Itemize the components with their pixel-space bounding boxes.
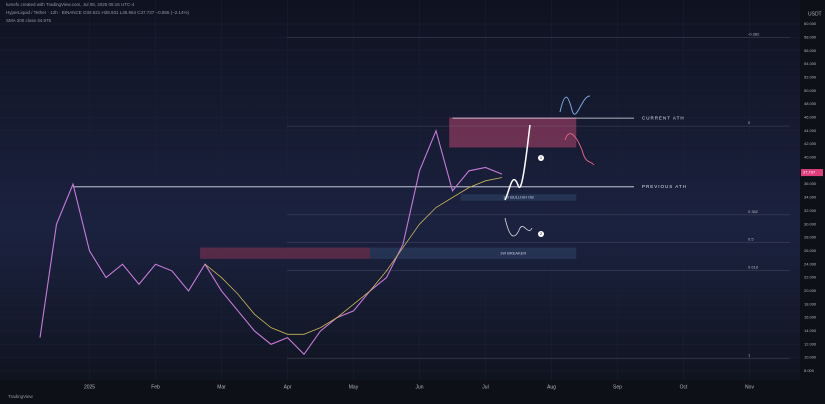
y-tick-label: 16.000 bbox=[804, 315, 817, 320]
y-tick-label: 30.000 bbox=[804, 221, 817, 226]
y-tick-label: 28.000 bbox=[804, 235, 817, 240]
y-tick-label: 58.000 bbox=[804, 34, 817, 39]
marker bbox=[538, 155, 544, 161]
fib-label: 0.382 bbox=[748, 209, 759, 214]
y-tick-label: 20.000 bbox=[804, 288, 817, 293]
indicator: SMA 200 close 34.975 bbox=[6, 18, 52, 23]
y-tick-label: 40.000 bbox=[804, 155, 817, 160]
logo: TradingView bbox=[8, 394, 34, 399]
zone-label: 1W BULLISH OB bbox=[503, 195, 534, 200]
ath-label: PREVIOUS ATH bbox=[642, 184, 687, 189]
x-tick-label: Feb bbox=[151, 384, 160, 390]
y-tick-label: 54.000 bbox=[804, 61, 817, 66]
y-tick-label: 60.000 bbox=[804, 21, 817, 26]
plot-bg bbox=[0, 0, 800, 380]
y-tick-label: 42.000 bbox=[804, 141, 817, 146]
y-tick-label: 56.000 bbox=[804, 48, 817, 53]
x-tick-label: Apr bbox=[284, 384, 292, 390]
x-tick-label: Nov bbox=[745, 384, 754, 390]
x-tick-label: Jun bbox=[415, 384, 423, 390]
fib-label: -0.382 bbox=[748, 31, 760, 36]
y-tick-label: 22.000 bbox=[804, 275, 817, 280]
axis-bg bbox=[0, 380, 825, 404]
x-tick-label: Aug bbox=[547, 384, 556, 390]
projection bbox=[504, 217, 533, 237]
zone bbox=[370, 247, 577, 259]
ath-label: CURRENT ATH bbox=[642, 115, 685, 120]
zone-label: 1W BREAKER bbox=[500, 250, 526, 255]
y-tick-label: 24.000 bbox=[804, 261, 817, 266]
y-tick-label: 12.000 bbox=[804, 341, 817, 346]
unit: USDT bbox=[808, 11, 822, 17]
series-line bbox=[39, 129, 503, 356]
price-label: 37.737 bbox=[803, 170, 816, 175]
x-tick-label: Mar bbox=[217, 384, 226, 390]
fib-label: 0.5 bbox=[748, 236, 754, 241]
marker bbox=[538, 231, 544, 237]
y-tick-label: 26.000 bbox=[804, 248, 817, 253]
series-line bbox=[204, 177, 503, 335]
fib-label: 0 bbox=[748, 120, 751, 125]
credit: lumefx created with TradingView.com, Jul… bbox=[6, 2, 135, 7]
y-tick-label: 52.000 bbox=[804, 74, 817, 79]
y-tick-label: 32.000 bbox=[804, 208, 817, 213]
price-tag bbox=[801, 169, 823, 177]
marker-label: 2 bbox=[540, 231, 543, 236]
projection bbox=[564, 133, 595, 166]
y-tick-label: 48.000 bbox=[804, 101, 817, 106]
x-tick-label: Oct bbox=[680, 384, 688, 390]
fib-label: 1 bbox=[748, 352, 751, 357]
y-tick-label: 44.000 bbox=[804, 128, 817, 133]
zone bbox=[449, 117, 577, 148]
projection bbox=[504, 124, 531, 201]
y-tick-label: 34.000 bbox=[804, 195, 817, 200]
axis-bg bbox=[800, 0, 825, 404]
x-tick-label: May bbox=[349, 384, 359, 390]
x-tick-label: 2025 bbox=[84, 384, 95, 390]
marker-label: 1 bbox=[540, 155, 543, 160]
zone bbox=[200, 247, 370, 259]
symbol: HyperLiquid / Tether · 12h · BINANCE O38… bbox=[6, 10, 190, 15]
y-tick-label: 46.000 bbox=[804, 114, 817, 119]
y-tick-label: 8.000 bbox=[804, 368, 815, 373]
projection bbox=[559, 95, 591, 115]
x-tick-label: Jul bbox=[482, 384, 488, 390]
y-tick-label: 36.000 bbox=[804, 181, 817, 186]
zone bbox=[460, 194, 577, 201]
y-tick-label: 14.000 bbox=[804, 328, 817, 333]
fib-label: 0.618 bbox=[748, 264, 759, 269]
y-tick-label: 18.000 bbox=[804, 301, 817, 306]
y-tick-label: 10.000 bbox=[804, 355, 817, 360]
x-tick-label: Sep bbox=[613, 384, 622, 390]
y-tick-label: 50.000 bbox=[804, 88, 817, 93]
